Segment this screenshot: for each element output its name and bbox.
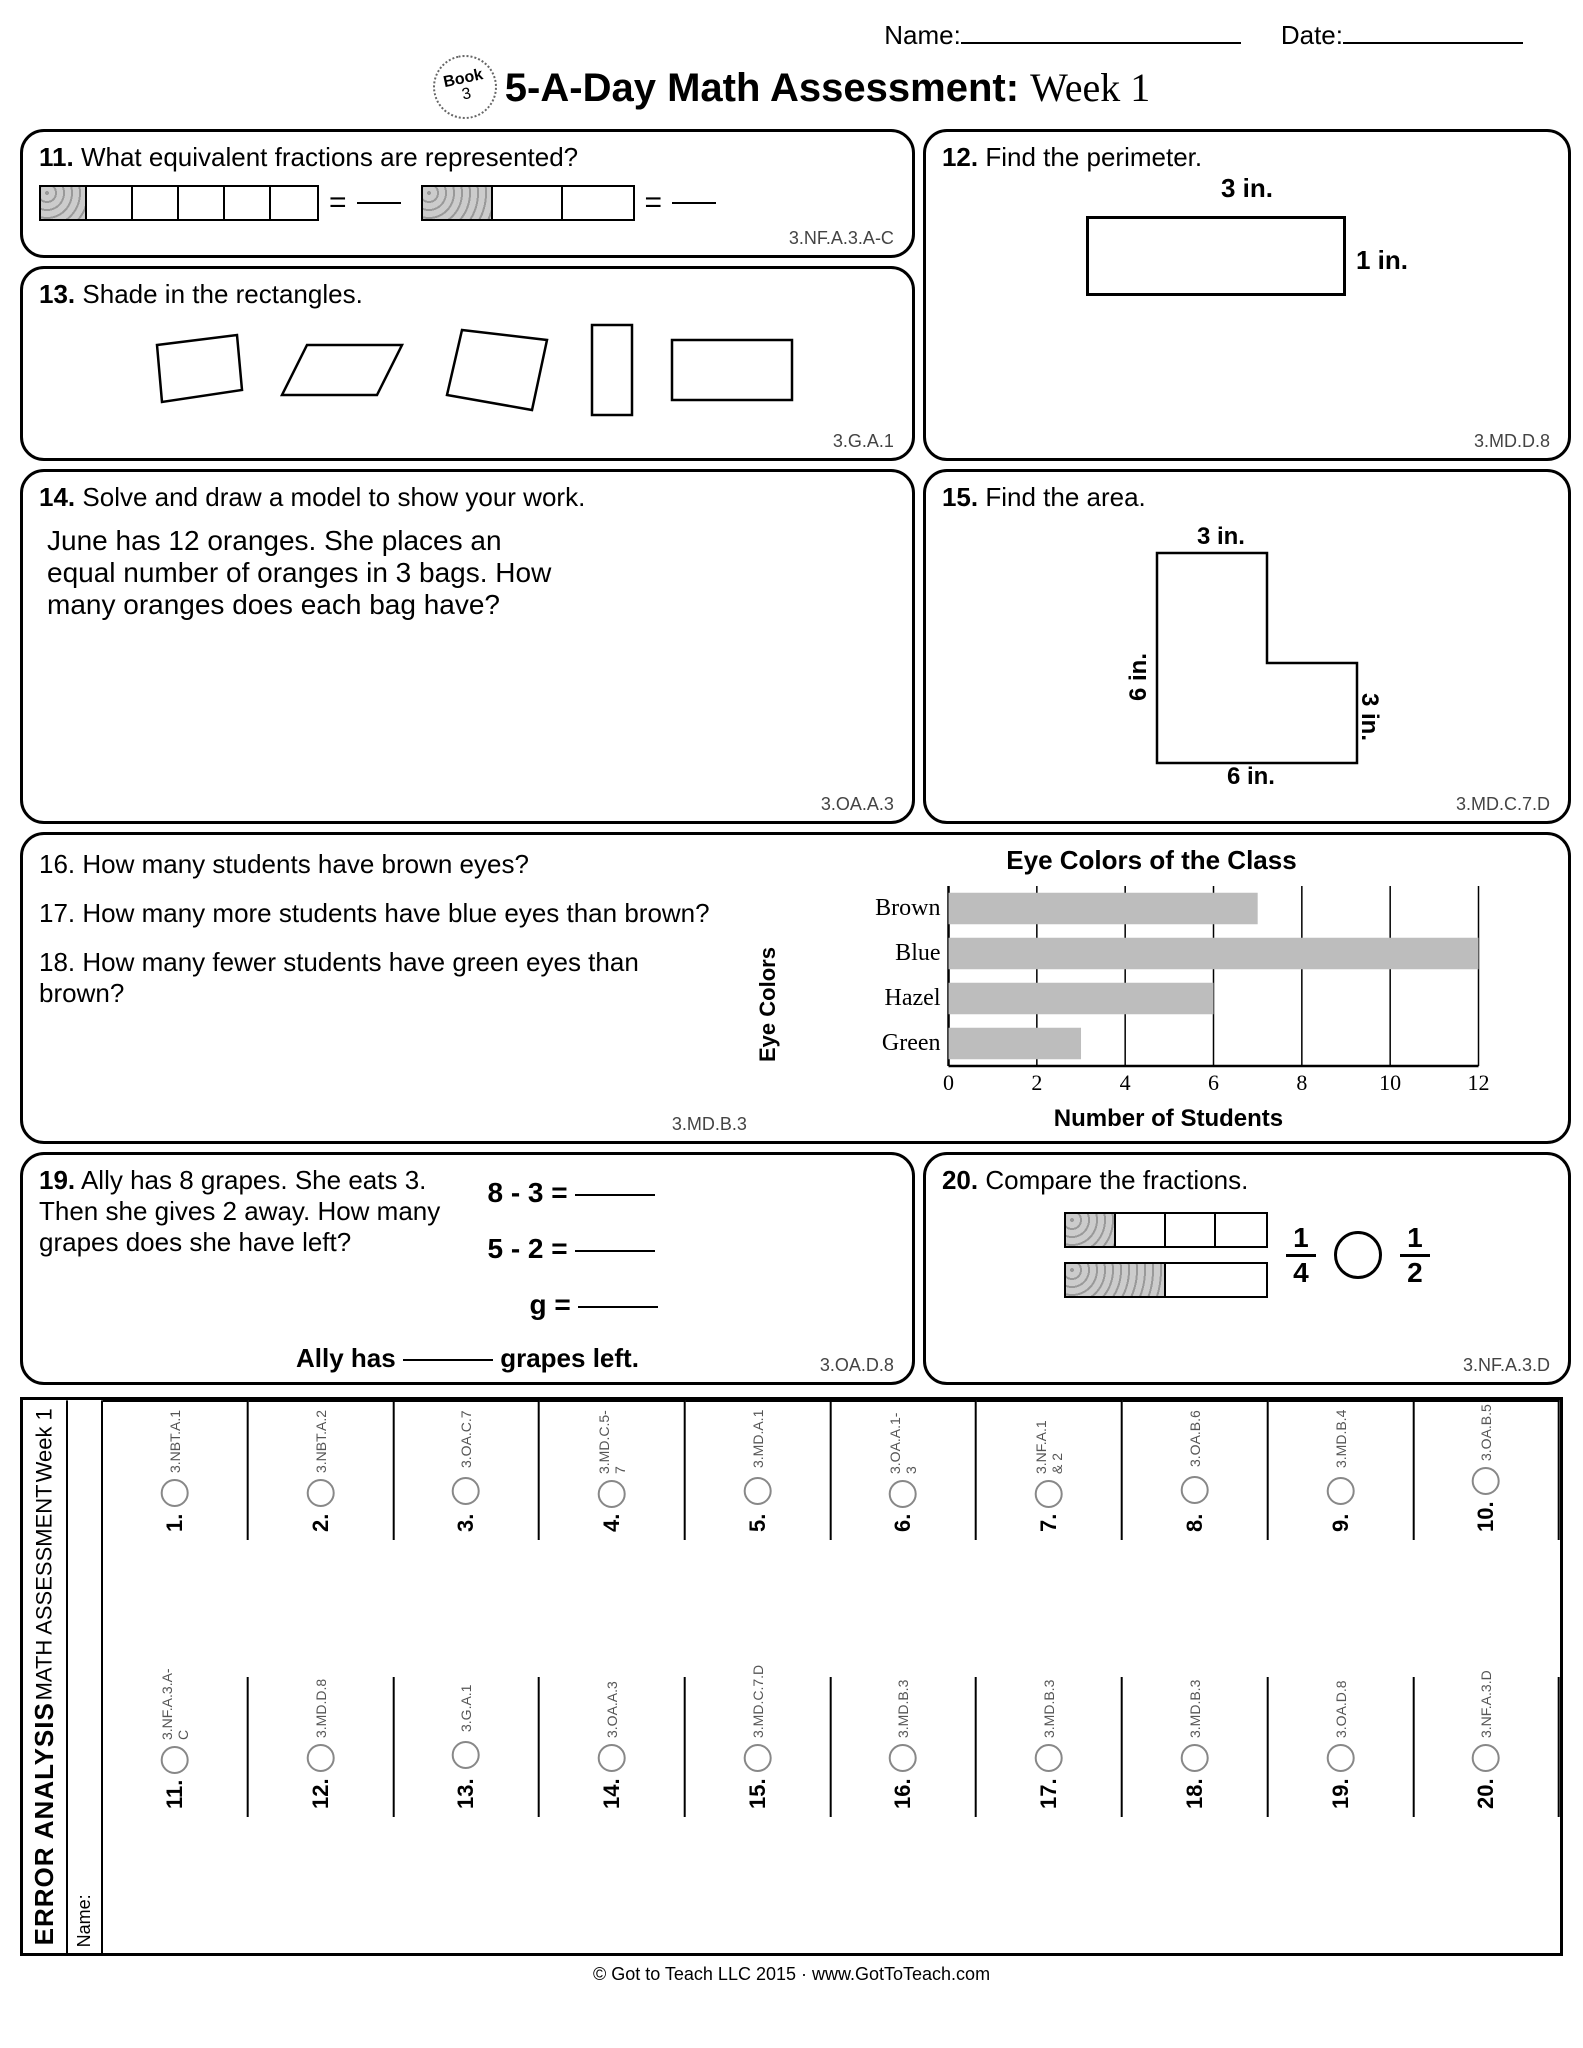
svg-text:Blue: Blue xyxy=(895,940,940,966)
bubble-icon[interactable] xyxy=(744,1744,772,1772)
bubble-icon[interactable] xyxy=(307,1744,335,1772)
svg-text:2: 2 xyxy=(1031,1070,1042,1095)
svg-text:10: 10 xyxy=(1379,1070,1401,1095)
bubble-icon[interactable] xyxy=(1181,1744,1209,1772)
ea-cell: 4.3.MD.C.5-7 xyxy=(540,1400,686,1540)
ea-cell: 7.3.NF.A.1 & 2 xyxy=(977,1400,1123,1540)
problem-15: 15. Find the area. 3 in. 6 in. 3 in. 6 i… xyxy=(923,469,1571,824)
ea-cell: 6.3.OA.A.1-3 xyxy=(831,1400,977,1540)
bubble-icon[interactable] xyxy=(744,1477,772,1505)
ea-cell: 15.3.MD.C.7.D xyxy=(686,1677,832,1817)
problem-19: 19. Ally has 8 grapes. She eats 3. Then … xyxy=(20,1152,915,1385)
problem-13: 13. Shade in the rectangles. 3.G.A.1 xyxy=(20,266,915,461)
bubble-icon[interactable] xyxy=(598,1744,626,1772)
perimeter-rect xyxy=(1086,216,1346,296)
problem-20: 20. Compare the fractions. 14 12 3.NF.A.… xyxy=(923,1152,1571,1385)
svg-text:Brown: Brown xyxy=(875,895,940,921)
bubble-icon[interactable] xyxy=(1035,1480,1063,1508)
bubble-icon[interactable] xyxy=(161,1745,189,1773)
ea-cell: 18.3.MD.B.3 xyxy=(1123,1677,1269,1817)
svg-text:8: 8 xyxy=(1296,1070,1307,1095)
l-shape: 3 in. 6 in. 3 in. 6 in. xyxy=(1117,523,1377,783)
bubble-icon[interactable] xyxy=(889,1744,917,1772)
date-label: Date: xyxy=(1281,20,1343,50)
svg-text:0: 0 xyxy=(943,1070,954,1095)
problem-16-18: 16. How many students have brown eyes? 1… xyxy=(20,832,1571,1144)
bubble-icon[interactable] xyxy=(161,1479,189,1507)
book-badge: Book 3 xyxy=(427,49,503,125)
ea-cell: 11.3.NF.A.3.A-C xyxy=(103,1677,249,1817)
ea-cell: 16.3.MD.B.3 xyxy=(831,1677,977,1817)
svg-text:Hazel: Hazel xyxy=(885,985,941,1011)
problem-14: 14. Solve and draw a model to show your … xyxy=(20,469,915,824)
bubble-icon[interactable] xyxy=(1472,1467,1500,1495)
problem-11: 11. What equivalent fractions are repres… xyxy=(20,129,915,258)
bubble-icon[interactable] xyxy=(1472,1744,1500,1772)
ea-cell: 8.3.OA.B.6 xyxy=(1123,1400,1269,1540)
bubble-icon[interactable] xyxy=(1181,1476,1209,1504)
date-blank[interactable] xyxy=(1343,20,1523,44)
bubble-icon[interactable] xyxy=(452,1477,480,1505)
problem-12: 12. Find the perimeter. 3 in. 1 in. 3.MD… xyxy=(923,129,1571,461)
svg-text:12: 12 xyxy=(1467,1070,1489,1095)
ea-cell: 1.3.NBT.A.1 xyxy=(103,1400,249,1540)
bubble-icon[interactable] xyxy=(889,1480,917,1508)
bubble-icon[interactable] xyxy=(1326,1477,1354,1505)
error-analysis: ERROR ANALYSIS MATH ASSESSMENT Week 1 Na… xyxy=(20,1397,1563,1956)
svg-text:4: 4 xyxy=(1120,1070,1131,1095)
bubble-icon[interactable] xyxy=(1326,1744,1354,1772)
bubble-icon[interactable] xyxy=(598,1480,626,1508)
title-row: Book 3 5-A-Day Math Assessment: Week 1 xyxy=(20,55,1563,119)
ea-cell: 14.3.OA.A.3 xyxy=(540,1677,686,1817)
bubble-icon[interactable] xyxy=(1035,1744,1063,1772)
ea-cell: 5.3.MD.A.1 xyxy=(686,1400,832,1540)
name-label: Name: xyxy=(884,20,961,50)
svg-text:Green: Green xyxy=(882,1030,941,1056)
name-blank[interactable] xyxy=(961,20,1241,44)
bar-chart: Eye Colors of the Class Eye Colors 02468… xyxy=(751,845,1552,1133)
ea-cell: 20.3.NF.A.3.D xyxy=(1414,1677,1560,1817)
footer: © Got to Teach LLC 2015 · www.GotToTeach… xyxy=(20,1964,1563,1985)
ea-cell: 19.3.OA.D.8 xyxy=(1269,1677,1415,1817)
compare-circle[interactable] xyxy=(1334,1231,1382,1279)
svg-text:6: 6 xyxy=(1208,1070,1219,1095)
ea-cell: 3.3.OA.C.7 xyxy=(394,1400,540,1540)
ea-cell: 2.3.NBT.A.2 xyxy=(249,1400,395,1540)
ea-cell: 10.3.OA.B.5 xyxy=(1414,1400,1560,1540)
ea-cell: 12.3.MD.D.8 xyxy=(249,1677,395,1817)
ea-cell: 13.3.G.A.1 xyxy=(394,1677,540,1817)
ea-cell: 9.3.MD.B.4 xyxy=(1269,1400,1415,1540)
bubble-icon[interactable] xyxy=(307,1479,335,1507)
page-title: 5-A-Day Math Assessment: Week 1 xyxy=(505,64,1150,111)
ea-cell: 17.3.MD.B.3 xyxy=(977,1677,1123,1817)
header: Name: Date: xyxy=(20,20,1563,51)
bubble-icon[interactable] xyxy=(452,1741,480,1769)
